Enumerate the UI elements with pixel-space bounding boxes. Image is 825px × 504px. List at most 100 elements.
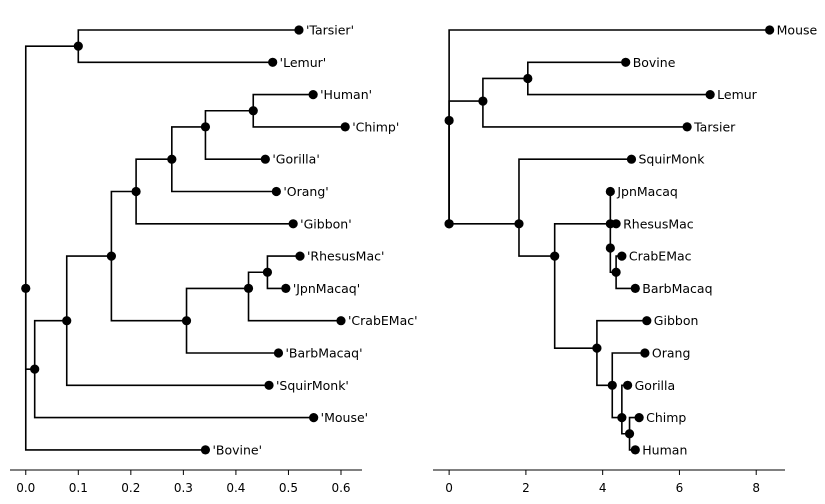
leaf-node-human: [630, 445, 640, 455]
x-tick-label: 0.6: [331, 481, 350, 495]
internal-node-n_om2: [605, 243, 615, 253]
x-tick-label: 2: [522, 481, 530, 495]
leaf-label-gorilla: Gorilla: [635, 378, 676, 393]
branch-n_om: [553, 223, 611, 257]
internal-node-n_ape: [592, 343, 602, 353]
leaf-label-barb: BarbMacaq: [642, 281, 712, 296]
x-tick-label: 6: [676, 481, 684, 495]
leaf-label-crab: CrabEMac: [629, 249, 692, 264]
leaf-label-tarsier: Tarsier: [693, 119, 736, 134]
branch-orang: [611, 352, 645, 386]
leaf-label-squir: 'SquirMonk': [276, 378, 349, 393]
branch-mouse: [33, 369, 314, 419]
internal-node-n_bl: [478, 96, 488, 106]
leaf-label-human: Human: [642, 442, 687, 457]
branch-gibbon: [596, 319, 647, 349]
leaf-node-orang: [271, 186, 281, 197]
leaf-label-rhesus: RhesusMac: [623, 216, 694, 231]
leaf-node-tarsier: [294, 25, 304, 35]
branch-n_a: [33, 319, 67, 370]
leaf-label-orang: 'Orang': [283, 184, 328, 199]
edges: [24, 29, 346, 451]
leaf-label-bovine: 'Bovine': [212, 442, 262, 457]
x-tick-label: 0.3: [174, 481, 193, 495]
branch-squir: [65, 320, 270, 387]
leaf-label-crab: 'CrabEMac': [348, 313, 418, 328]
internal-node-n_ape3: [617, 413, 627, 423]
branch-orang: [171, 159, 277, 193]
branch-barb: [185, 320, 279, 354]
branch-squir: [518, 158, 632, 224]
internal-node-n_rj: [262, 267, 273, 277]
branch-human: [252, 93, 314, 111]
internal-node-n_om2: [243, 283, 254, 293]
leaf-node-squir: [264, 380, 274, 390]
leaf-node-mouse: [309, 413, 319, 423]
branch-lemur: [527, 78, 711, 96]
nodes: 'Tarsier' 'Lemur' 'Human' 'Chimp' 'Gorilla' '…: [21, 23, 418, 457]
internal-node-n_tl: [73, 41, 83, 51]
leaf-label-bovine: Bovine: [633, 55, 676, 70]
branch-chimp: [252, 110, 346, 128]
internal-node-n_hc: [624, 429, 635, 439]
leaf-label-mouse: Mouse: [777, 23, 818, 38]
internal-node-root: [21, 283, 31, 293]
leaf-node-barb: [630, 283, 640, 293]
leaf-node-orang: [640, 348, 650, 358]
leaf-label-lemur: Lemur: [717, 87, 758, 102]
internal-node-n_b: [106, 251, 116, 261]
internal-node-n_p3: [550, 251, 560, 261]
internal-node-n_blt: [444, 115, 454, 126]
branch-n_ape2: [135, 158, 172, 192]
branch-n_tl: [24, 45, 79, 289]
branch-gorilla: [204, 126, 266, 160]
leaf-node-gorilla: [623, 380, 633, 390]
internal-node-n_bl2: [523, 73, 533, 84]
internal-node-n_ape3: [200, 122, 211, 132]
leaf-node-chimp: [634, 413, 644, 423]
leaf-label-lemur: 'Lemur': [280, 55, 327, 70]
branch-jpn: [266, 272, 286, 290]
leaf-node-crab: [336, 316, 346, 326]
leaf-node-gibbon: [642, 316, 652, 326]
internal-node-n_ape2: [607, 380, 617, 390]
branch-n_bl2: [482, 77, 528, 102]
leaf-node-bovine: [621, 57, 631, 67]
left-dendrogram: 'Tarsier' 'Lemur' 'Human' 'Chimp' 'Gorilla' '…: [10, 23, 418, 495]
leaf-node-gorilla: [260, 154, 270, 164]
nodes: Mouse Bovine Lemur Tarsier SquirMonk JpnMacaq…: [444, 23, 818, 457]
branch-n_ape: [553, 256, 597, 349]
leaf-node-jpn: [281, 283, 291, 293]
branch-n_ape1: [110, 190, 137, 257]
leaf-label-human: 'Human': [320, 87, 372, 102]
branch-n_om2: [185, 287, 249, 321]
leaf-node-crab: [617, 251, 627, 261]
branch-tarsier: [482, 101, 688, 128]
leaf-label-gibbon: Gibbon: [654, 313, 699, 328]
branch-rhesus: [266, 255, 301, 273]
internal-node-n_rest: [30, 364, 40, 374]
internal-node-n_om: [181, 316, 192, 326]
leaf-label-tarsier: 'Tarsier': [306, 23, 354, 38]
leaf-node-jpn: [605, 186, 615, 197]
leaf-node-gibbon: [288, 219, 298, 229]
edges: [448, 29, 770, 451]
leaf-label-barb: 'BarbMacaq': [285, 346, 362, 361]
internal-node-n_a: [62, 316, 72, 326]
leaf-node-mouse: [765, 25, 775, 35]
x-axis: 0 2 4 6 8: [433, 469, 785, 495]
x-tick-label: 0.1: [69, 481, 88, 495]
branch-n_bl: [448, 100, 483, 121]
right-dendrogram: Mouse Bovine Lemur Tarsier SquirMonk JpnMacaq…: [433, 23, 818, 495]
leaf-label-jpn: 'JpnMacaq': [293, 281, 360, 296]
branch-tarsier: [77, 29, 299, 47]
x-tick-label: 0.2: [121, 481, 140, 495]
leaf-label-jpn: JpnMacaq: [616, 184, 677, 199]
branch-bovine: [24, 288, 206, 451]
leaf-node-bovine: [200, 445, 211, 455]
leaf-node-lemur: [268, 57, 278, 67]
x-tick-label: 4: [599, 481, 607, 495]
branch-n_p3: [518, 223, 555, 257]
internal-node-n_ape2: [167, 154, 177, 164]
